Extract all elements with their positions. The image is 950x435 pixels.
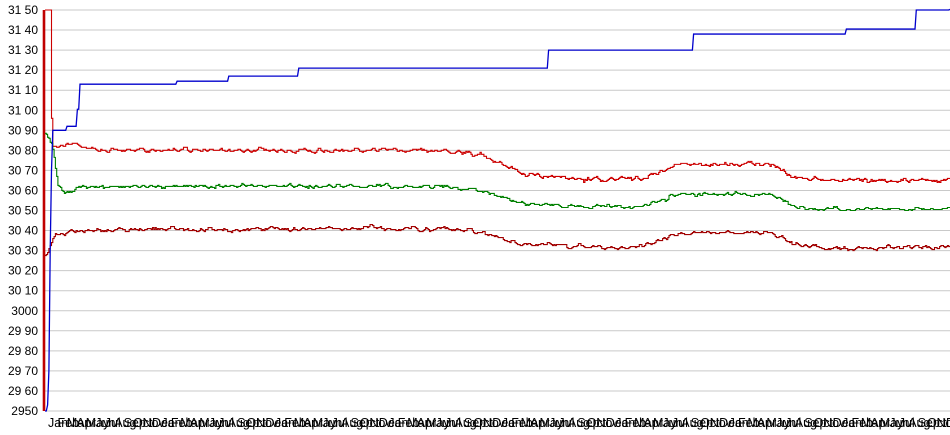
svg-text:Dec: Dec xyxy=(946,416,950,430)
svg-text:29 90: 29 90 xyxy=(8,324,38,338)
svg-text:30 40: 30 40 xyxy=(8,224,38,238)
svg-text:30 30: 30 30 xyxy=(8,244,38,258)
svg-text:31 10: 31 10 xyxy=(8,83,38,97)
svg-text:31 20: 31 20 xyxy=(8,63,38,77)
svg-text:3000: 3000 xyxy=(11,304,38,318)
svg-text:31 40: 31 40 xyxy=(8,23,38,37)
svg-text:30 60: 30 60 xyxy=(8,183,38,197)
svg-text:30 70: 30 70 xyxy=(8,163,38,177)
svg-text:30 50: 30 50 xyxy=(8,204,38,218)
svg-text:31 30: 31 30 xyxy=(8,43,38,57)
svg-text:31 00: 31 00 xyxy=(8,103,38,117)
svg-text:30 10: 30 10 xyxy=(8,284,38,298)
svg-text:29 60: 29 60 xyxy=(8,384,38,398)
svg-text:30 20: 30 20 xyxy=(8,264,38,278)
svg-text:29 70: 29 70 xyxy=(8,364,38,378)
svg-text:30 80: 30 80 xyxy=(8,143,38,157)
svg-text:29 80: 29 80 xyxy=(8,344,38,358)
svg-text:2950: 2950 xyxy=(11,404,38,418)
svg-text:30 90: 30 90 xyxy=(8,123,38,137)
svg-text:31 50: 31 50 xyxy=(8,3,38,17)
